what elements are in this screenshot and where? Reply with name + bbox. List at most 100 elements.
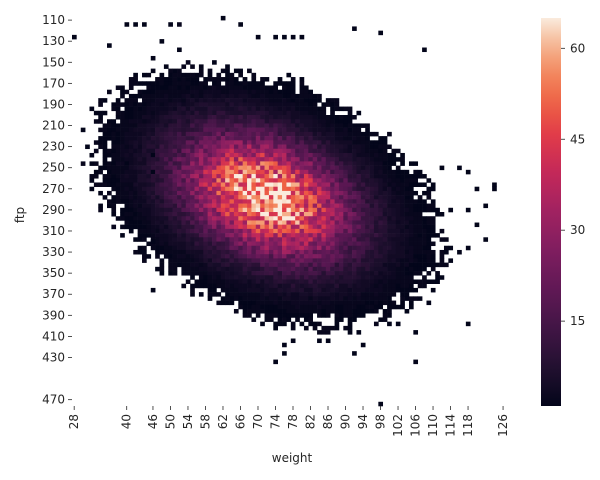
heatmap-cell bbox=[426, 203, 432, 209]
heatmap-cell bbox=[334, 169, 340, 175]
heatmap-cell bbox=[146, 102, 152, 107]
heatmap-cell bbox=[142, 140, 147, 145]
heatmap-cell bbox=[422, 283, 427, 289]
heatmap-cell bbox=[220, 195, 226, 200]
heatmap-cell bbox=[120, 190, 125, 196]
heatmap-cell bbox=[282, 110, 287, 116]
heatmap-cell bbox=[260, 309, 265, 314]
heatmap-cell bbox=[277, 275, 283, 280]
heatmap-cell bbox=[308, 321, 313, 327]
heatmap-cell bbox=[273, 190, 278, 196]
heatmap-cell bbox=[264, 144, 270, 150]
heatmap-cell bbox=[255, 266, 261, 272]
heatmap-cell bbox=[408, 220, 414, 225]
heatmap-cell bbox=[120, 127, 125, 133]
heatmap-cell bbox=[229, 136, 235, 141]
heatmap-cell bbox=[203, 216, 208, 221]
heatmap-cell bbox=[343, 228, 349, 234]
heatmap-cell bbox=[229, 203, 235, 209]
heatmap-cell bbox=[190, 127, 195, 133]
heatmap-cell bbox=[365, 275, 370, 280]
heatmap-cell bbox=[347, 216, 353, 221]
heatmap-cell bbox=[365, 241, 370, 247]
heatmap-cell bbox=[404, 258, 410, 263]
heatmap-cell bbox=[177, 115, 182, 120]
heatmap-cell bbox=[102, 182, 108, 187]
heatmap-cell bbox=[295, 165, 300, 171]
heatmap-cell bbox=[220, 262, 226, 268]
heatmap-cell bbox=[120, 148, 125, 154]
heatmap-cell bbox=[365, 148, 370, 154]
heatmap-cell bbox=[413, 262, 419, 268]
heatmap-cell bbox=[172, 77, 178, 82]
heatmap-cell bbox=[242, 152, 248, 158]
heatmap-cell bbox=[286, 119, 292, 124]
heatmap-cell bbox=[343, 233, 349, 238]
heatmap-cell bbox=[107, 148, 112, 154]
heatmap-cell bbox=[369, 296, 375, 301]
heatmap-cell bbox=[400, 254, 405, 259]
heatmap-cell bbox=[413, 279, 419, 284]
heatmap-cell bbox=[268, 89, 274, 95]
heatmap-cell bbox=[198, 68, 204, 74]
heatmap-cell bbox=[365, 292, 370, 297]
heatmap-cell bbox=[238, 190, 243, 196]
heatmap-cell bbox=[181, 271, 187, 276]
heatmap-cell bbox=[225, 300, 230, 306]
heatmap-cell bbox=[260, 131, 265, 137]
heatmap-cell bbox=[299, 127, 305, 133]
heatmap-cell bbox=[163, 119, 169, 124]
heatmap-cell bbox=[185, 136, 191, 141]
heatmap-cell bbox=[352, 292, 357, 297]
heatmap-cell bbox=[290, 110, 296, 116]
heatmap-cell bbox=[203, 157, 208, 162]
heatmap-cell bbox=[343, 304, 349, 310]
heatmap-cell bbox=[242, 77, 248, 82]
heatmap-cell bbox=[347, 304, 353, 310]
heatmap-cell bbox=[308, 254, 313, 259]
heatmap-cell bbox=[207, 212, 213, 217]
heatmap-cell bbox=[172, 131, 178, 137]
heatmap-cell bbox=[216, 237, 222, 242]
heatmap-cell bbox=[89, 161, 95, 166]
heatmap-cell bbox=[133, 203, 138, 209]
heatmap-cell bbox=[142, 89, 147, 95]
heatmap-cell bbox=[365, 233, 370, 238]
heatmap-cell bbox=[317, 237, 322, 242]
heatmap-cell bbox=[172, 127, 178, 133]
heatmap-cell bbox=[317, 123, 322, 128]
heatmap-cell bbox=[303, 203, 309, 209]
heatmap-cell bbox=[177, 89, 182, 95]
heatmap-cell bbox=[312, 287, 318, 293]
heatmap-cell bbox=[378, 30, 384, 36]
heatmap-cell bbox=[172, 115, 178, 120]
heatmap-cell bbox=[391, 207, 397, 213]
heatmap-cell bbox=[133, 136, 138, 141]
heatmap-cell bbox=[115, 152, 121, 158]
heatmap-cell bbox=[325, 313, 331, 318]
heatmap-cell bbox=[417, 216, 423, 221]
heatmap-cell bbox=[150, 220, 156, 225]
heatmap-cell bbox=[408, 245, 414, 251]
heatmap-cell bbox=[120, 89, 125, 95]
heatmap-cell bbox=[413, 212, 419, 217]
heatmap-cell bbox=[330, 275, 335, 280]
heatmap-cell bbox=[303, 85, 309, 90]
heatmap-cell bbox=[373, 220, 379, 225]
heatmap-cell bbox=[181, 207, 187, 213]
heatmap-cell bbox=[317, 254, 322, 259]
heatmap-cell bbox=[334, 292, 340, 297]
heatmap-cell bbox=[120, 199, 125, 204]
heatmap-cell bbox=[334, 313, 340, 318]
heatmap-cell bbox=[443, 245, 449, 251]
heatmap-cell bbox=[308, 106, 313, 112]
heatmap-cell bbox=[347, 245, 353, 251]
heatmap-cell bbox=[198, 254, 204, 259]
heatmap-cell bbox=[220, 174, 226, 179]
heatmap-cell bbox=[225, 233, 230, 238]
heatmap-cell bbox=[185, 140, 191, 145]
heatmap-cell bbox=[172, 271, 178, 276]
heatmap-cell bbox=[286, 81, 292, 86]
heatmap-cell bbox=[137, 127, 143, 133]
heatmap-cell bbox=[325, 157, 331, 162]
